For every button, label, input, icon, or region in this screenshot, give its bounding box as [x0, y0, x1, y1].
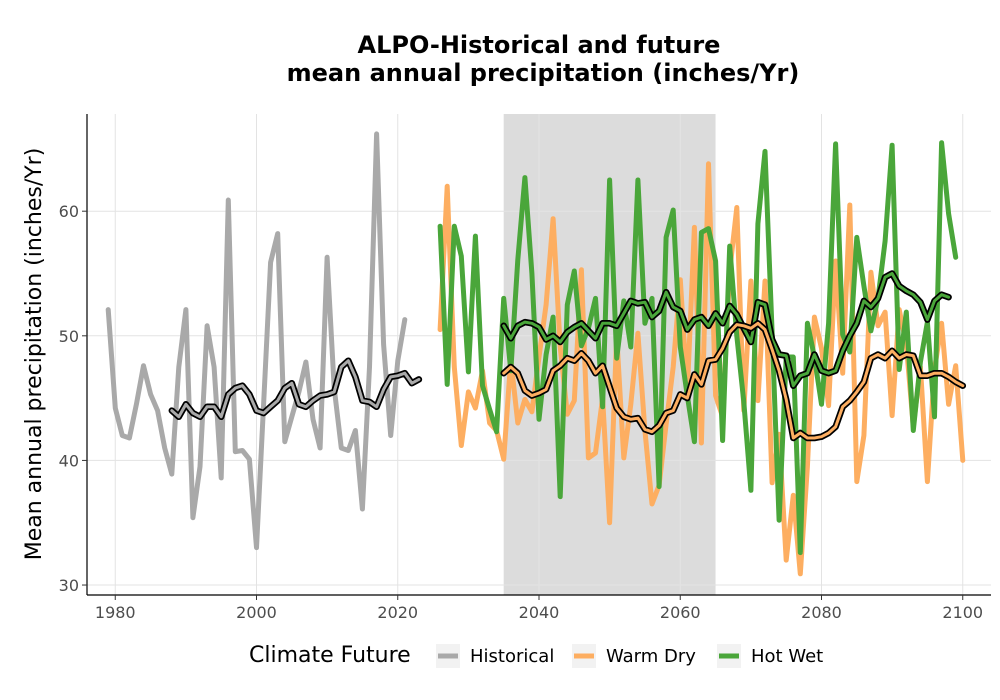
y-ticks: 30 40 50 60 — [59, 202, 87, 595]
series-line-historical — [105, 131, 408, 551]
y-axis-label: Mean annual precipitation (inches/Yr) — [22, 148, 47, 561]
chart-title-line1: ALPO-Historical and future — [358, 31, 721, 59]
legend-label: Historical — [470, 646, 554, 667]
x-tick-label: 2040 — [519, 603, 560, 622]
x-tick-label: 2080 — [801, 603, 842, 622]
legend-title: Climate Future — [249, 643, 411, 668]
x-tick-label: 2060 — [660, 603, 701, 622]
smoothed-line — [170, 359, 421, 419]
smoothed-line — [502, 272, 951, 388]
y-tick-label: 50 — [59, 327, 79, 346]
series-line-hot-wet — [437, 140, 959, 556]
y-tick-label: 60 — [59, 202, 79, 221]
x-tick-label: 1980 — [95, 603, 136, 622]
smoothed-line — [502, 321, 965, 440]
x-tick-label: 2020 — [377, 603, 418, 622]
x-tick-label: 2000 — [236, 603, 277, 622]
y-tick-label: 40 — [59, 451, 79, 470]
chart-title-line2: mean annual precipitation (inches/Yr) — [287, 59, 800, 87]
legend-label: Hot Wet — [751, 646, 823, 667]
series-lines — [105, 131, 967, 577]
legend-items: Historical Warm Dry Hot Wet — [436, 644, 823, 668]
legend-label: Warm Dry — [606, 646, 696, 667]
y-tick-label: 30 — [59, 576, 79, 595]
legend: Climate Future Historical Warm Dry Hot Wet — [249, 643, 823, 668]
x-ticks: 1980 2000 2020 2040 2060 2080 2100 — [95, 595, 983, 622]
plot-area: 1980 2000 2020 2040 2060 2080 2100 30 40 50 60 — [59, 114, 991, 622]
x-tick-label: 2100 — [942, 603, 983, 622]
